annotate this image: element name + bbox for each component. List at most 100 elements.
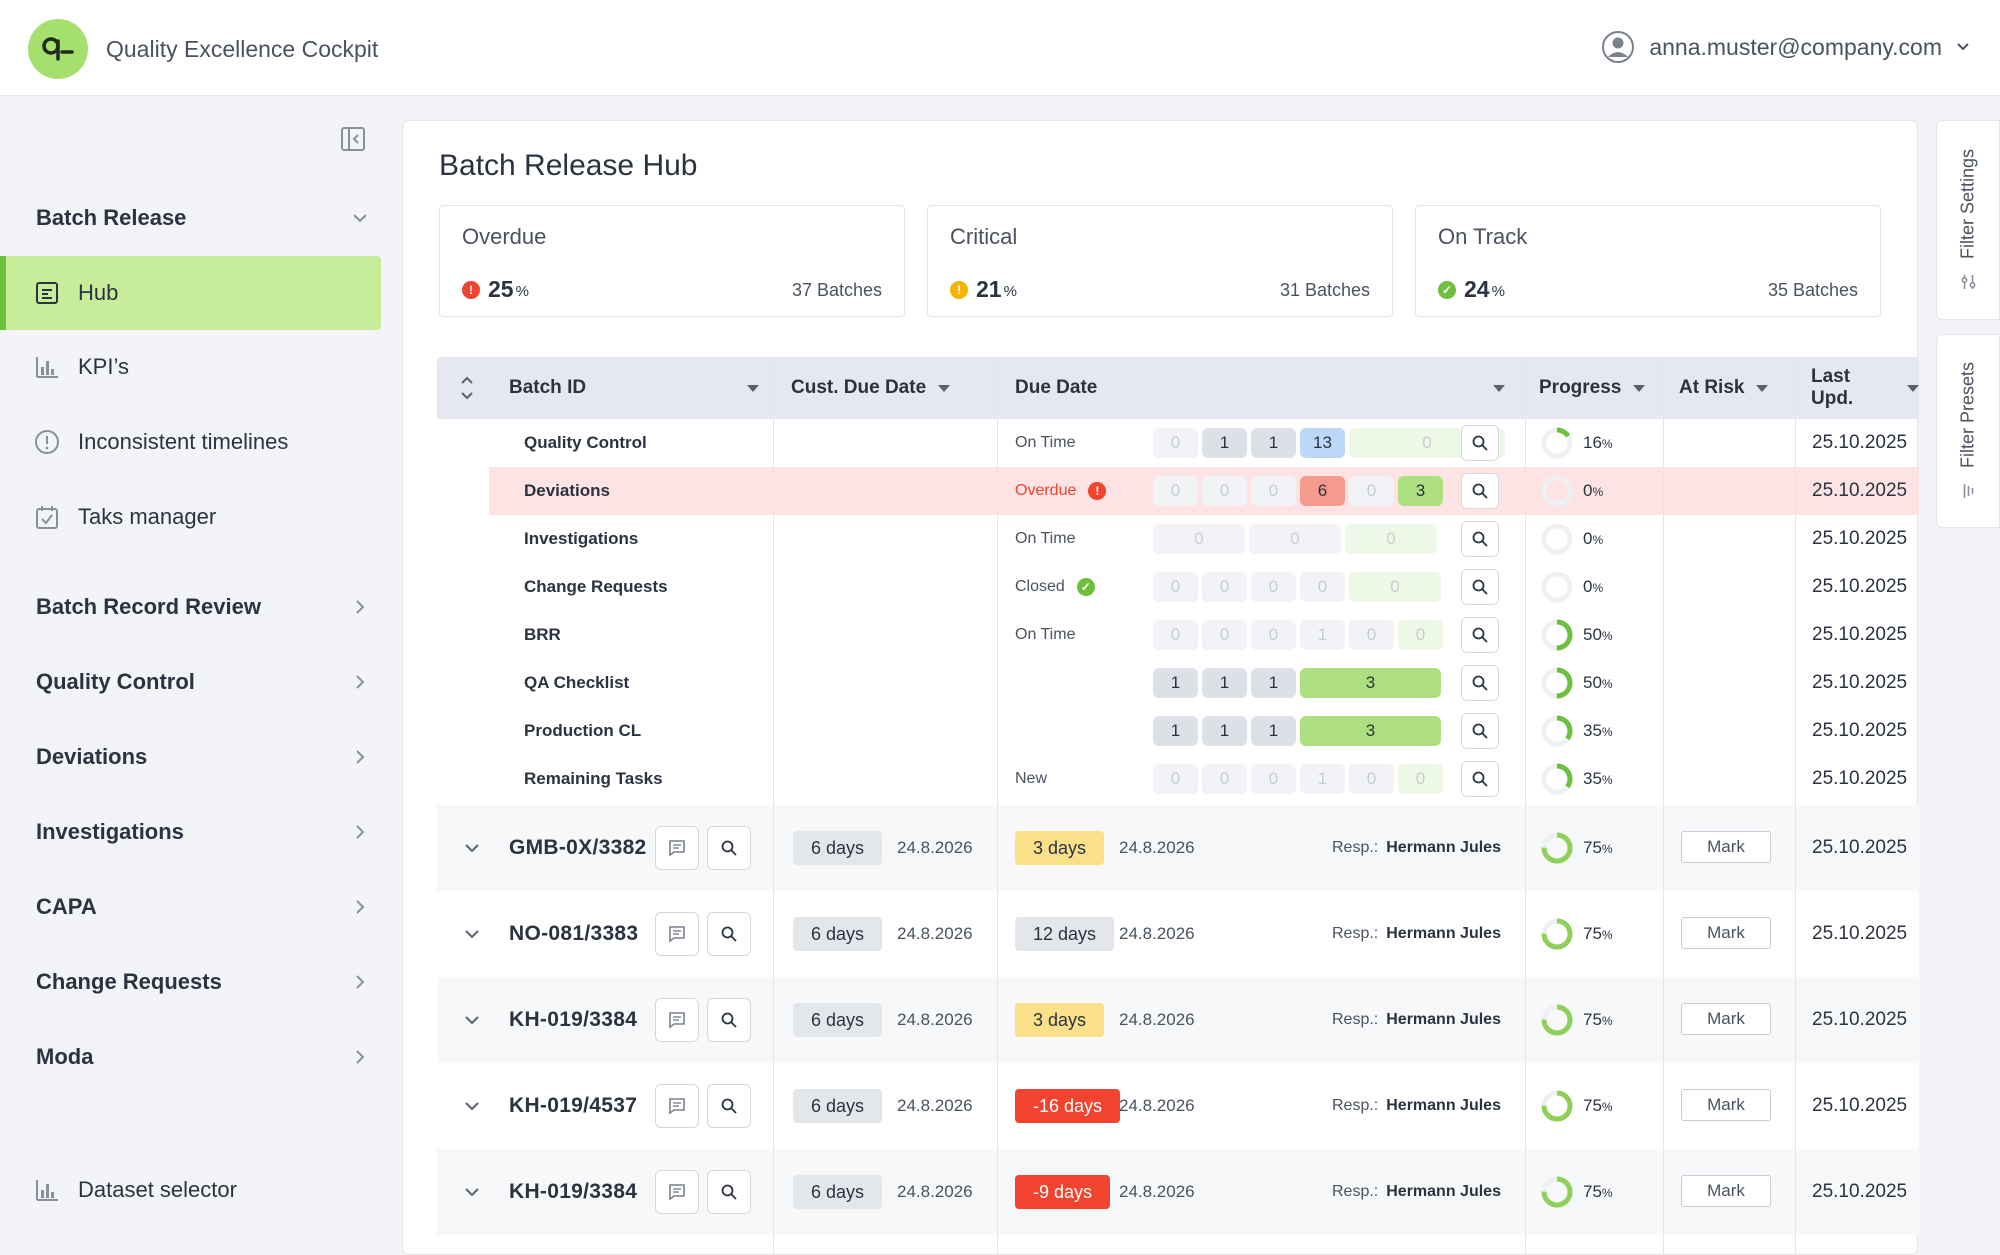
batch-id[interactable]: GMB-0X/3382 (509, 836, 647, 859)
count-chip[interactable]: 1 (1251, 668, 1296, 698)
search-button[interactable] (1461, 713, 1499, 749)
nav-group-moda[interactable]: Moda (36, 1037, 368, 1077)
table-row[interactable]: Investigations On Time 0 0 0 0% 25.10.2025 (437, 515, 1919, 563)
table-row[interactable]: KH-019/3384 6 days 24.8.2026 -9 days 24.8.20… (437, 1149, 1919, 1235)
nav-group-investigations[interactable]: Investigations (36, 812, 368, 852)
count-chip[interactable]: 0 (1153, 620, 1198, 650)
sidebar-item-kpis[interactable]: KPI’s (0, 330, 381, 404)
nav-group-quality-control[interactable]: Quality Control (36, 662, 368, 702)
batch-id[interactable]: KH-019/3384 (509, 1180, 638, 1203)
mark-at-risk-button[interactable]: Mark (1681, 1089, 1771, 1121)
search-button[interactable] (1461, 473, 1499, 509)
comment-button[interactable] (655, 1170, 699, 1214)
column-header-last-updated[interactable]: Last Upd. (1811, 357, 1919, 419)
count-chip[interactable]: 0 (1153, 572, 1198, 602)
search-button[interactable] (707, 998, 751, 1042)
search-button[interactable] (1461, 617, 1499, 653)
count-chip[interactable]: 3 (1300, 716, 1441, 746)
table-row[interactable]: QA Checklist 1 1 1 3 50% 25.10.2025 (437, 659, 1919, 707)
sidebar-item-hub[interactable]: Hub (0, 256, 381, 330)
batch-id[interactable]: NO-081/3383 (509, 922, 639, 945)
search-button[interactable] (707, 1084, 751, 1128)
count-chip[interactable]: 6 (1300, 476, 1345, 506)
count-chip[interactable]: 0 (1345, 524, 1437, 554)
count-chip[interactable]: 1 (1202, 428, 1247, 458)
table-row[interactable]: BRR On Time 0 0 0 1 0 0 50% 25.10.2025 (437, 611, 1919, 659)
count-chip[interactable]: 0 (1349, 620, 1394, 650)
user-menu[interactable]: anna.muster@company.com (1601, 30, 1970, 64)
count-chip[interactable]: 0 (1249, 524, 1341, 554)
nav-group-capa[interactable]: CAPA (36, 887, 368, 927)
count-chip[interactable]: 0 (1349, 476, 1394, 506)
count-chip[interactable]: 0 (1153, 476, 1198, 506)
app-logo[interactable] (28, 19, 88, 79)
count-chip[interactable]: 1 (1251, 428, 1296, 458)
count-chip[interactable]: 1 (1300, 620, 1345, 650)
table-row[interactable]: Remaining Tasks New 0 0 0 1 0 0 35% 25.10.2025 (437, 755, 1919, 803)
summary-card-critical[interactable]: Critical ! 21% 31 Batches (927, 205, 1393, 317)
mark-at-risk-button[interactable]: Mark (1681, 1003, 1771, 1035)
comment-button[interactable] (655, 912, 699, 956)
count-chip[interactable]: 13 (1300, 428, 1345, 458)
count-chip[interactable]: 0 (1251, 764, 1296, 794)
search-button[interactable] (1461, 665, 1499, 701)
expand-row-button[interactable] (463, 1011, 481, 1029)
nav-group-deviations[interactable]: Deviations (36, 737, 368, 777)
comment-button[interactable] (655, 998, 699, 1042)
count-chip[interactable]: 0 (1398, 764, 1443, 794)
table-row[interactable]: Production CL 1 1 1 3 35% 25.10.2025 (437, 707, 1919, 755)
count-chip[interactable]: 3 (1398, 476, 1443, 506)
count-chip[interactable]: 0 (1349, 572, 1441, 602)
mark-at-risk-button[interactable]: Mark (1681, 1175, 1771, 1207)
count-chip[interactable]: 1 (1153, 716, 1198, 746)
mark-at-risk-button[interactable]: Mark (1681, 831, 1771, 863)
comment-button[interactable] (655, 1084, 699, 1128)
search-button[interactable] (1461, 761, 1499, 797)
count-chip[interactable]: 3 (1300, 668, 1441, 698)
count-chip[interactable]: 0 (1202, 620, 1247, 650)
column-header-due-date[interactable]: Due Date (1015, 357, 1505, 419)
count-chip[interactable]: 0 (1202, 476, 1247, 506)
count-chip[interactable]: 0 (1349, 764, 1394, 794)
search-button[interactable] (1461, 569, 1499, 605)
count-chip[interactable]: 1 (1300, 764, 1345, 794)
batch-id[interactable]: KH-019/3384 (509, 1008, 638, 1031)
search-button[interactable] (1461, 521, 1499, 557)
summary-card-overdue[interactable]: Overdue ! 25% 37 Batches (439, 205, 905, 317)
count-chip[interactable]: 0 (1202, 572, 1247, 602)
search-button[interactable] (707, 912, 751, 956)
table-row[interactable]: KH-019/3384 6 days 24.8.2026 3 days 24.8.202… (437, 977, 1919, 1063)
table-row[interactable]: KH-019/4537 6 days 24.8.2026 -16 days 24.8.2… (437, 1063, 1919, 1149)
expand-row-button[interactable] (463, 839, 481, 857)
sidebar-item-task-manager[interactable]: Taks manager (0, 480, 381, 554)
filter-presets-tab[interactable]: Filter Presets (1936, 334, 2000, 528)
count-chip[interactable]: 0 (1251, 572, 1296, 602)
expand-row-button[interactable] (463, 925, 481, 943)
expand-row-button[interactable] (463, 1097, 481, 1115)
sidebar-item-dataset-selector[interactable]: Dataset selector (0, 1153, 381, 1227)
table-row[interactable]: Deviations Overdue! 0 0 0 6 0 3 0% 25.10.2025 (489, 467, 1919, 515)
count-chip[interactable]: 0 (1398, 620, 1443, 650)
count-chip[interactable]: 0 (1153, 428, 1198, 458)
nav-group-batch-release[interactable]: Batch Release (36, 198, 368, 238)
count-chip[interactable]: 0 (1153, 524, 1245, 554)
nav-group-batch-record-review[interactable]: Batch Record Review (36, 587, 368, 627)
count-chip[interactable]: 1 (1153, 668, 1198, 698)
sort-toggle[interactable] (459, 357, 475, 419)
collapse-sidebar-button[interactable] (340, 126, 366, 152)
count-chip[interactable]: 1 (1251, 716, 1296, 746)
table-row[interactable]: Change Requests Closed ✓ 0 0 0 0 0 0% 25.10.2025 (437, 563, 1919, 611)
mark-at-risk-button[interactable]: Mark (1681, 917, 1771, 949)
search-button[interactable] (707, 826, 751, 870)
column-header-progress[interactable]: Progress (1539, 357, 1646, 419)
count-chip[interactable]: 0 (1251, 620, 1296, 650)
column-header-at-risk[interactable]: At Risk (1679, 357, 1769, 419)
count-chip[interactable]: 0 (1251, 476, 1296, 506)
count-chip[interactable]: 0 (1300, 572, 1345, 602)
sidebar-item-inconsistent-timelines[interactable]: Inconsistent timelines (0, 405, 381, 479)
table-row[interactable]: GMB-0X/3382 6 days 24.8.2026 3 days 24.8.202… (437, 805, 1919, 891)
search-button[interactable] (1461, 425, 1499, 461)
comment-button[interactable] (655, 826, 699, 870)
nav-group-change-requests[interactable]: Change Requests (36, 962, 368, 1002)
count-chip[interactable]: 1 (1202, 716, 1247, 746)
